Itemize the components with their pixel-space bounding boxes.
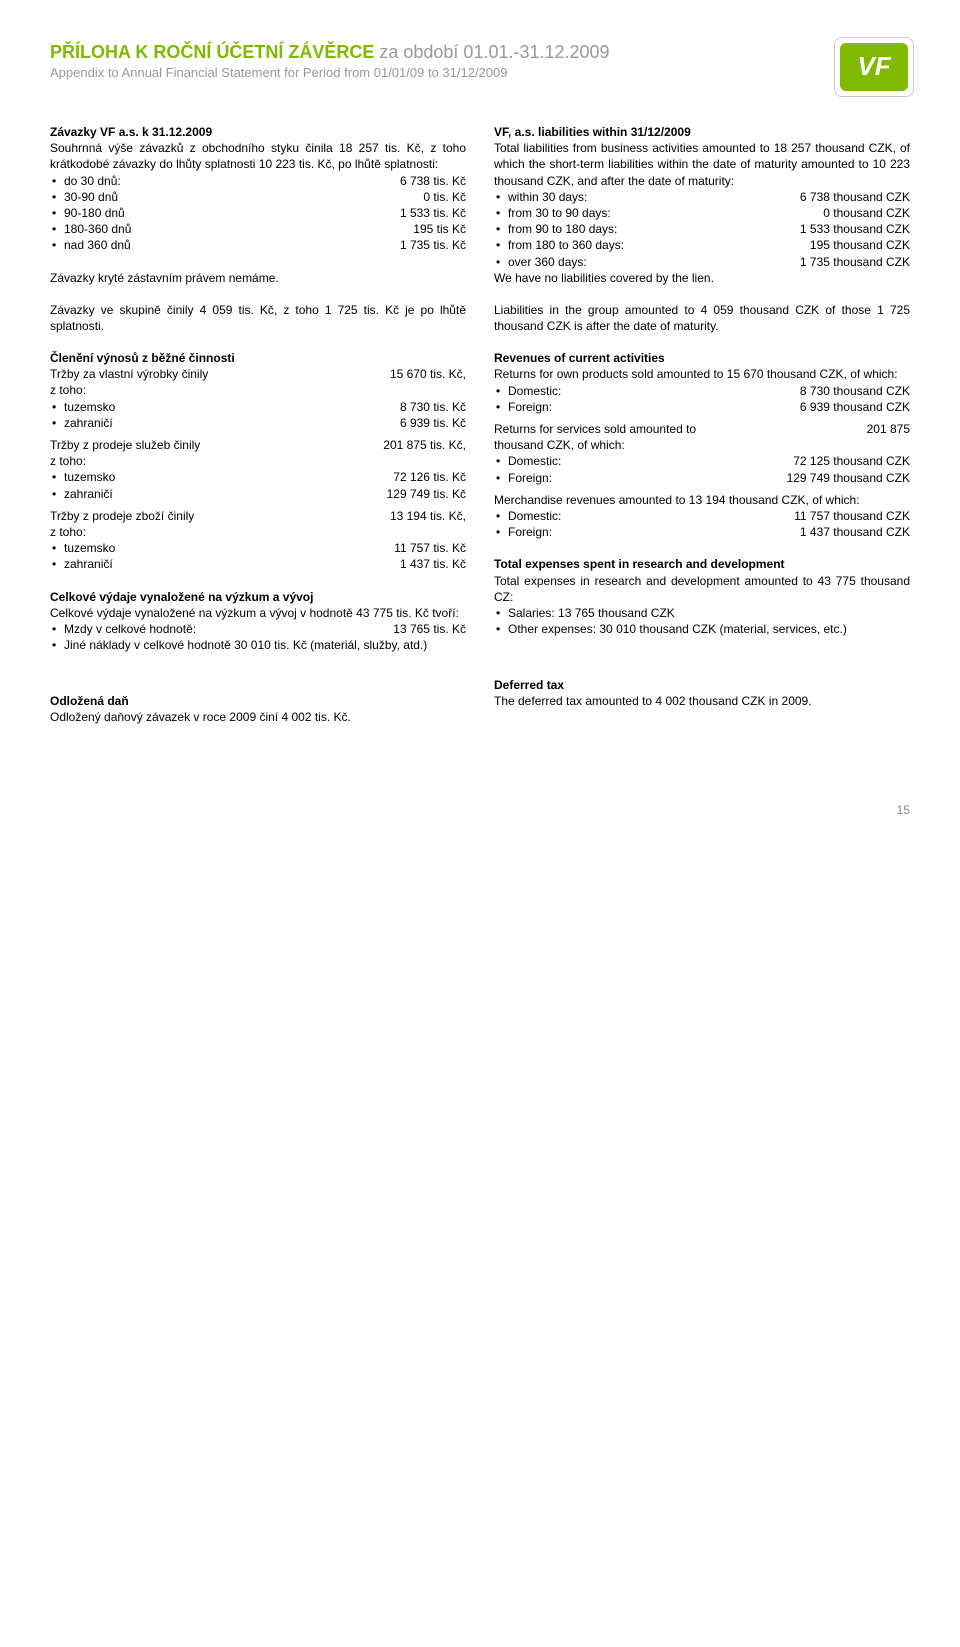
list-item: Domestic:72 125 thousand CZK [494, 453, 910, 469]
left-liabilities: Závazky VF a.s. k 31.12.2009 Souhrnná vý… [50, 124, 466, 254]
left-revenues: Členění výnosů z běžné činnosti Tržby za… [50, 350, 466, 572]
list-item: Foreign:129 749 thousand CZK [494, 470, 910, 486]
column-left: Závazky VF a.s. k 31.12.2009 Souhrnná vý… [50, 124, 466, 742]
rev-svc-row: Returns for services sold amounted to 20… [494, 421, 910, 437]
rev-mer-row: Tržby z prodeje zboží činily 13 194 tis.… [50, 508, 466, 524]
list-item: Foreign:1 437 thousand CZK [494, 524, 910, 540]
exp-title: Total expenses spent in research and dev… [494, 556, 910, 572]
lien-text: Závazky kryté zástavním právem nemáme. [50, 270, 466, 286]
list-item: Domestic:11 757 thousand CZK [494, 508, 910, 524]
rev-mer-list: Domestic:11 757 thousand CZK Foreign:1 4… [494, 508, 910, 540]
exp-intro: Celkové výdaje vynaložené na výzkum a vý… [50, 605, 466, 621]
list-item: from 90 to 180 days:1 533 thousand CZK [494, 221, 910, 237]
list-item: 180-360 dnů195 tis Kč [50, 221, 466, 237]
rev-own-row: Tržby za vlastní výrobky činily 15 670 t… [50, 366, 466, 382]
right-expenses: Total expenses spent in research and dev… [494, 556, 910, 637]
header-subtitle: Appendix to Annual Financial Statement f… [50, 64, 838, 82]
rev-svc-list: tuzemsko72 126 tis. Kč zahraničí129 749 … [50, 469, 466, 501]
list-item: 30-90 dnů0 tis. Kč [50, 189, 466, 205]
rev-own-sub: z toho: [50, 382, 466, 398]
list-item: nad 360 dnů1 735 tis. Kč [50, 237, 466, 253]
list-item: Foreign:6 939 thousand CZK [494, 399, 910, 415]
right-tax: Deferred tax The deferred tax amounted t… [494, 677, 910, 709]
group-text: Závazky ve skupině činily 4 059 tis. Kč,… [50, 302, 466, 334]
list-item: zahraničí129 749 tis. Kč [50, 486, 466, 502]
tax-title: Deferred tax [494, 677, 910, 693]
list-item: Mzdy v celkové hodnotě:13 765 tis. Kč [50, 621, 466, 637]
list-item: zahraničí6 939 tis. Kč [50, 415, 466, 431]
title-cs: PŘÍLOHA K ROČNÍ ÚČETNÍ ZÁVĚRCE [50, 42, 374, 62]
left-lien: Závazky kryté zástavním právem nemáme. [50, 270, 466, 286]
rev-svc-list: Domestic:72 125 thousand CZK Foreign:129… [494, 453, 910, 485]
list-item: zahraničí1 437 tis. Kč [50, 556, 466, 572]
rev-own-list: tuzemsko8 730 tis. Kč zahraničí6 939 tis… [50, 399, 466, 431]
rev-svc-row: Tržby z prodeje služeb činily 201 875 ti… [50, 437, 466, 453]
left-group: Závazky ve skupině činily 4 059 tis. Kč,… [50, 302, 466, 334]
exp-intro: Total expenses in research and developme… [494, 573, 910, 605]
right-revenues: Revenues of current activities Returns f… [494, 350, 910, 540]
rev-title: Členění výnosů z běžné činnosti [50, 350, 466, 366]
tax-title: Odložená daň [50, 693, 466, 709]
list-item: tuzemsko11 757 tis. Kč [50, 540, 466, 556]
page-number: 15 [50, 802, 910, 818]
list-item: from 180 to 360 days:195 thousand CZK [494, 237, 910, 253]
tax-body: The deferred tax amounted to 4 002 thous… [494, 693, 910, 709]
liab-title: VF, a.s. liabilities within 31/12/2009 [494, 124, 910, 140]
rev-svc-sub: thousand CZK, of which: [494, 437, 910, 453]
list-item: tuzemsko72 126 tis. Kč [50, 469, 466, 485]
page-header: PŘÍLOHA K ROČNÍ ÚČETNÍ ZÁVĚRCE za období… [50, 40, 910, 94]
group-text: Liabilities in the group amounted to 4 0… [494, 302, 910, 334]
exp-list: Mzdy v celkové hodnotě:13 765 tis. Kč Ji… [50, 621, 466, 653]
list-item: over 360 days:1 735 thousand CZK [494, 254, 910, 270]
liab-list: within 30 days:6 738 thousand CZK from 3… [494, 189, 910, 270]
right-liabilities: VF, a.s. liabilities within 31/12/2009 T… [494, 124, 910, 286]
liab-title: Závazky VF a.s. k 31.12.2009 [50, 124, 466, 140]
lien-text: We have no liabilities covered by the li… [494, 270, 910, 286]
rev-title: Revenues of current activities [494, 350, 910, 366]
rev-own-list: Domestic:8 730 thousand CZK Foreign:6 93… [494, 383, 910, 415]
list-item: do 30 dnů:6 738 tis. Kč [50, 173, 466, 189]
list-item: Other expenses: 30 010 thousand CZK (mat… [494, 621, 910, 637]
left-tax: Odložená daň Odložený daňový závazek v r… [50, 693, 466, 725]
liab-list: do 30 dnů:6 738 tis. Kč 30-90 dnů0 tis. … [50, 173, 466, 254]
column-right: VF, a.s. liabilities within 31/12/2009 T… [494, 124, 910, 742]
rev-mer: Merchandise revenues amounted to 13 194 … [494, 492, 910, 508]
tax-body: Odložený daňový závazek v roce 2009 činí… [50, 709, 466, 725]
liab-intro: Souhrnná výše závazků z obchodního styku… [50, 140, 466, 172]
list-item: from 30 to 90 days:0 thousand CZK [494, 205, 910, 221]
columns: Závazky VF a.s. k 31.12.2009 Souhrnná vý… [50, 124, 910, 742]
exp-list: Salaries: 13 765 thousand CZK Other expe… [494, 605, 910, 637]
left-expenses: Celkové výdaje vynaložené na výzkum a vý… [50, 589, 466, 654]
title-period: za období 01.01.-31.12.2009 [379, 42, 609, 62]
rev-svc-sub: z toho: [50, 453, 466, 469]
logo-box: VF [840, 43, 908, 91]
logo: VF [838, 40, 910, 94]
exp-title: Celkové výdaje vynaložené na výzkum a vý… [50, 589, 466, 605]
list-item: Jiné náklady v celkové hodnotě 30 010 ti… [50, 637, 466, 653]
list-item: tuzemsko8 730 tis. Kč [50, 399, 466, 415]
list-item: Domestic:8 730 thousand CZK [494, 383, 910, 399]
header-title: PŘÍLOHA K ROČNÍ ÚČETNÍ ZÁVĚRCE za období… [50, 40, 838, 64]
list-item: Salaries: 13 765 thousand CZK [494, 605, 910, 621]
right-group: Liabilities in the group amounted to 4 0… [494, 302, 910, 334]
liab-intro: Total liabilities from business activiti… [494, 140, 910, 189]
rev-own: Returns for own products sold amounted t… [494, 366, 910, 382]
header-text: PŘÍLOHA K ROČNÍ ÚČETNÍ ZÁVĚRCE za období… [50, 40, 838, 82]
rev-mer-sub: z toho: [50, 524, 466, 540]
rev-mer-list: tuzemsko11 757 tis. Kč zahraničí1 437 ti… [50, 540, 466, 572]
list-item: within 30 days:6 738 thousand CZK [494, 189, 910, 205]
list-item: 90-180 dnů1 533 tis. Kč [50, 205, 466, 221]
